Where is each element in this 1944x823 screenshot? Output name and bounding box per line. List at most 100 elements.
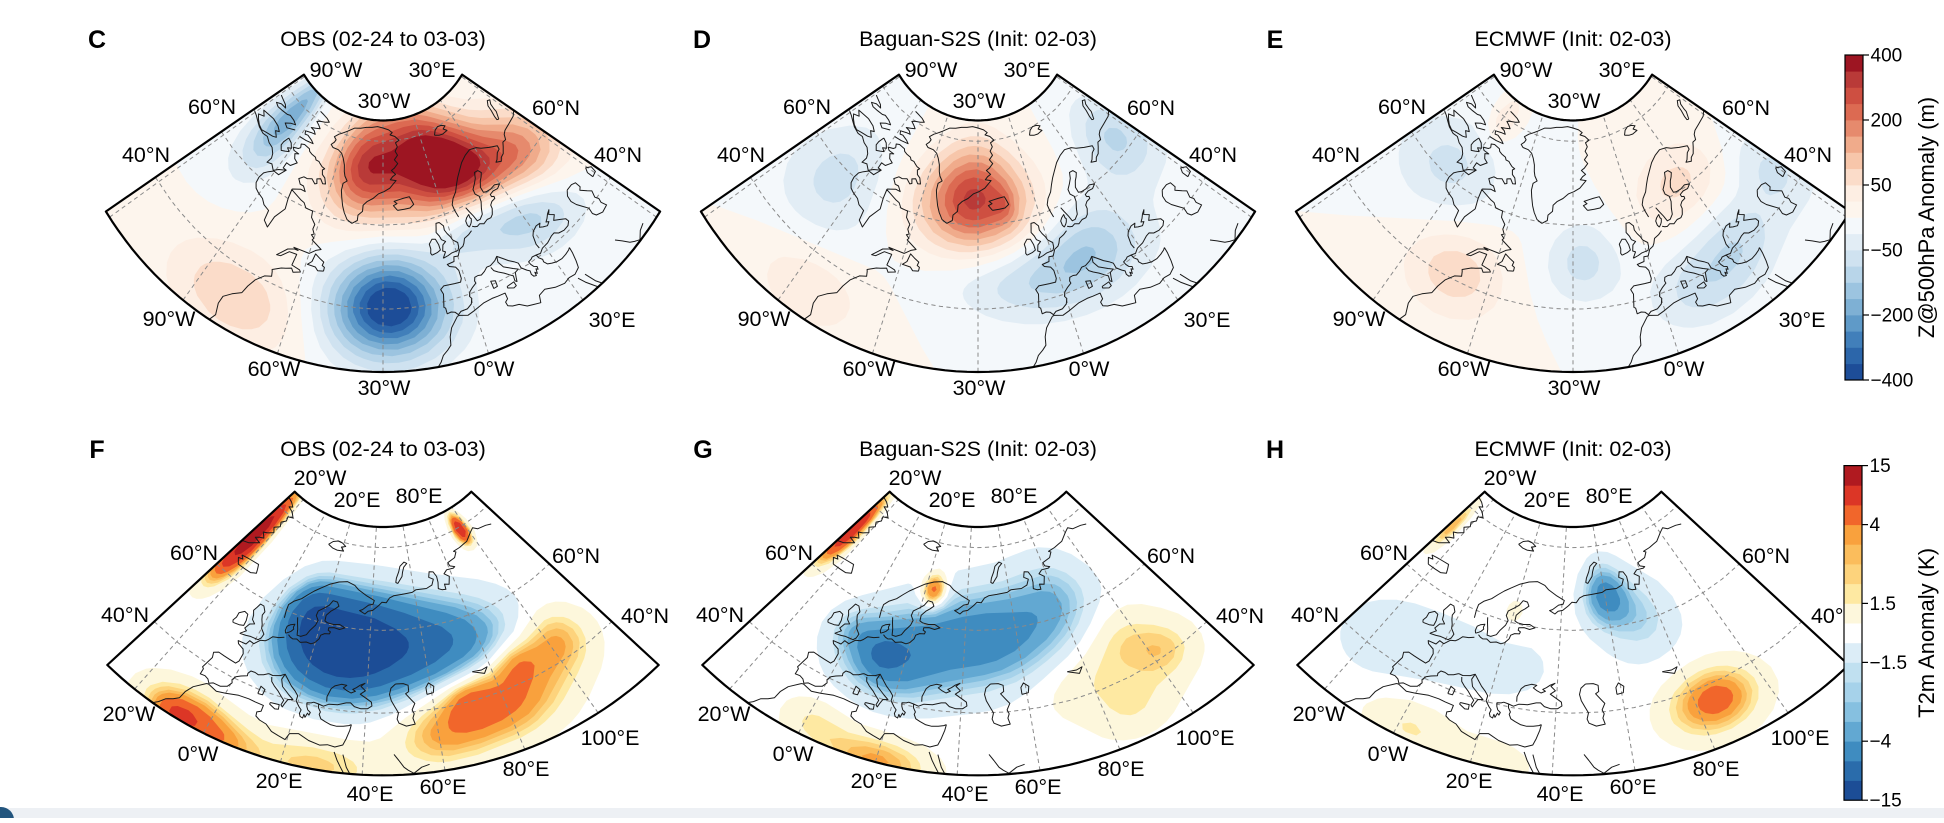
svg-text:80°E: 80°E [396, 484, 443, 508]
svg-text:−4: −4 [1870, 732, 1892, 753]
svg-text:400: 400 [1871, 46, 1903, 67]
svg-text:30°W: 30°W [358, 89, 412, 113]
svg-text:0°W: 0°W [474, 357, 516, 381]
svg-text:60°N: 60°N [1378, 95, 1426, 119]
svg-text:80°E: 80°E [503, 757, 550, 781]
svg-text:1.5: 1.5 [1870, 594, 1896, 615]
svg-text:40°N: 40°N [101, 603, 149, 627]
svg-text:−1.5: −1.5 [1870, 653, 1908, 674]
svg-text:30°W: 30°W [358, 376, 412, 400]
svg-text:20°W: 20°W [1484, 466, 1538, 490]
svg-text:90°W: 90°W [1500, 58, 1554, 82]
svg-text:20°W: 20°W [698, 702, 752, 726]
svg-text:ECMWF (Init: 02-03): ECMWF (Init: 02-03) [1474, 437, 1671, 461]
svg-text:F: F [89, 436, 104, 464]
svg-text:20°E: 20°E [1446, 769, 1493, 793]
svg-text:30°W: 30°W [953, 89, 1007, 113]
svg-text:Baguan-S2S (Init: 02-03): Baguan-S2S (Init: 02-03) [859, 27, 1097, 51]
svg-text:20°E: 20°E [256, 769, 303, 793]
svg-text:90°W: 90°W [310, 58, 364, 82]
svg-text:90°W: 90°W [143, 307, 197, 331]
svg-text:40°N: 40°N [696, 603, 744, 627]
svg-text:40°N: 40°N [1189, 143, 1237, 167]
svg-text:E: E [1267, 26, 1284, 54]
svg-text:90°W: 90°W [905, 58, 959, 82]
svg-text:30°E: 30°E [1779, 308, 1826, 332]
svg-text:20°E: 20°E [851, 769, 898, 793]
svg-text:60°N: 60°N [1742, 544, 1790, 568]
svg-text:60°N: 60°N [765, 541, 813, 565]
svg-text:100°E: 100°E [1771, 726, 1830, 750]
svg-text:80°E: 80°E [1586, 484, 1633, 508]
svg-text:60°W: 60°W [1438, 357, 1492, 381]
svg-text:40°N: 40°N [621, 604, 669, 628]
svg-text:30°W: 30°W [1548, 89, 1602, 113]
svg-text:60°N: 60°N [170, 541, 218, 565]
svg-text:40°N: 40°N [1784, 143, 1832, 167]
svg-text:−200: −200 [1871, 306, 1914, 327]
svg-text:0°W: 0°W [1368, 742, 1410, 766]
svg-text:60°W: 60°W [248, 357, 302, 381]
svg-text:4: 4 [1870, 515, 1881, 536]
svg-text:200: 200 [1871, 111, 1903, 132]
svg-text:15: 15 [1870, 456, 1891, 477]
svg-text:30°E: 30°E [589, 308, 636, 332]
svg-text:20°E: 20°E [334, 488, 381, 512]
svg-text:T2m Anomaly (K): T2m Anomaly (K) [1914, 548, 1939, 718]
svg-text:30°E: 30°E [1599, 58, 1646, 82]
svg-text:40°E: 40°E [347, 782, 394, 806]
svg-text:20°W: 20°W [889, 466, 943, 490]
svg-text:100°E: 100°E [581, 726, 640, 750]
svg-text:0°W: 0°W [178, 742, 220, 766]
svg-text:60°N: 60°N [1147, 544, 1195, 568]
svg-text:60°N: 60°N [1127, 96, 1175, 120]
svg-text:60°E: 60°E [1015, 775, 1062, 799]
svg-text:0°W: 0°W [773, 742, 815, 766]
svg-text:20°W: 20°W [294, 466, 348, 490]
svg-text:40°E: 40°E [1537, 782, 1584, 806]
svg-text:80°E: 80°E [1098, 757, 1145, 781]
svg-text:D: D [693, 26, 711, 54]
svg-text:60°N: 60°N [532, 96, 580, 120]
svg-text:H: H [1266, 436, 1284, 464]
svg-text:80°E: 80°E [991, 484, 1038, 508]
svg-text:60°N: 60°N [552, 544, 600, 568]
svg-text:−400: −400 [1871, 371, 1914, 392]
svg-text:100°E: 100°E [1176, 726, 1235, 750]
svg-text:30°E: 30°E [1184, 308, 1231, 332]
svg-text:−50: −50 [1871, 241, 1903, 262]
svg-text:20°W: 20°W [103, 702, 157, 726]
svg-text:Z@500hPa Anomaly (m): Z@500hPa Anomaly (m) [1914, 97, 1939, 338]
svg-text:60°N: 60°N [188, 95, 236, 119]
svg-text:30°W: 30°W [953, 376, 1007, 400]
svg-text:−15: −15 [1870, 791, 1902, 812]
svg-text:30°W: 30°W [1548, 376, 1602, 400]
svg-text:20°E: 20°E [929, 488, 976, 512]
svg-text:60°N: 60°N [783, 95, 831, 119]
svg-text:80°E: 80°E [1693, 757, 1740, 781]
svg-text:Baguan-S2S (Init: 02-03): Baguan-S2S (Init: 02-03) [859, 437, 1097, 461]
svg-text:0°W: 0°W [1664, 357, 1706, 381]
svg-text:90°W: 90°W [738, 307, 792, 331]
svg-text:40°N: 40°N [1291, 603, 1339, 627]
svg-text:G: G [693, 436, 712, 464]
svg-text:40°N: 40°N [717, 143, 765, 167]
svg-text:60°W: 60°W [843, 357, 897, 381]
svg-text:90°W: 90°W [1333, 307, 1387, 331]
svg-text:OBS (02-24 to 03-03): OBS (02-24 to 03-03) [280, 437, 486, 461]
svg-text:50: 50 [1871, 176, 1892, 197]
svg-text:60°N: 60°N [1722, 96, 1770, 120]
svg-text:30°E: 30°E [1004, 58, 1051, 82]
svg-text:60°N: 60°N [1360, 541, 1408, 565]
svg-text:40°N: 40°N [1216, 604, 1264, 628]
svg-text:40°E: 40°E [942, 782, 989, 806]
svg-text:20°W: 20°W [1293, 702, 1347, 726]
svg-text:0°W: 0°W [1069, 357, 1111, 381]
svg-text:20°E: 20°E [1524, 488, 1571, 512]
svg-text:40°N: 40°N [1312, 143, 1360, 167]
svg-text:ECMWF (Init: 02-03): ECMWF (Init: 02-03) [1474, 27, 1671, 51]
svg-text:40°N: 40°N [122, 143, 170, 167]
svg-text:C: C [88, 26, 106, 54]
svg-text:60°E: 60°E [420, 775, 467, 799]
svg-text:OBS (02-24 to 03-03): OBS (02-24 to 03-03) [280, 27, 486, 51]
